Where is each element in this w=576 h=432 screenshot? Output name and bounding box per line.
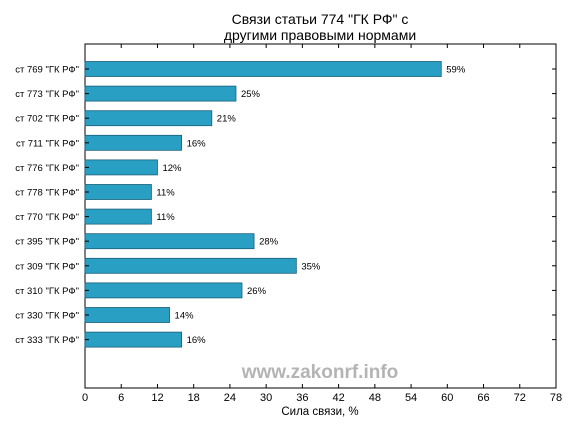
x-axis: 0 6 12 18 24 30 36 42 48 54 60 66 72 78	[82, 44, 562, 404]
category-label: ст 711 "ГК РФ"	[16, 138, 79, 149]
data-label: 14%	[175, 311, 195, 322]
data-label: 21%	[217, 114, 237, 125]
data-label: 26%	[247, 286, 267, 297]
x-tick-label: 24	[224, 392, 236, 404]
category-label: ст 702 "ГК РФ"	[15, 114, 79, 125]
category-label: ст 769 "ГК РФ"	[15, 65, 79, 76]
x-tick-label: 0	[82, 392, 88, 404]
data-label: 16%	[187, 138, 207, 149]
data-label: 59%	[446, 65, 466, 76]
x-tick-label: 12	[151, 392, 163, 404]
category-label: ст 395 "ГК РФ"	[15, 237, 79, 248]
data-label: 11%	[156, 188, 175, 199]
bar	[84, 307, 170, 323]
chart-title-line-1: Связи статьи 774 "ГК РФ" с	[232, 11, 409, 27]
category-label: ст 770 "ГК РФ"	[15, 212, 79, 223]
bar	[84, 257, 297, 274]
bar	[84, 110, 213, 127]
x-tick-label: 36	[296, 392, 308, 404]
data-label: 25%	[241, 89, 261, 100]
bar	[84, 208, 152, 225]
data-label: 11%	[156, 212, 175, 223]
data-label: 35%	[301, 261, 321, 272]
category-label: ст 310 "ГК РФ"	[15, 286, 79, 297]
bar	[84, 331, 183, 348]
x-axis-label: Сила связи, %	[281, 406, 358, 418]
x-tick-label: 78	[550, 392, 562, 404]
data-label: 12%	[162, 163, 182, 174]
x-tick-label: 48	[369, 392, 381, 404]
bar	[84, 233, 255, 250]
bar	[84, 184, 152, 200]
x-tick-label: 54	[405, 392, 417, 404]
bar	[84, 159, 158, 176]
category-label: ст 778 "ГК РФ"	[15, 188, 79, 199]
category-label: ст 330 "ГК РФ"	[15, 311, 79, 322]
x-tick-label: 66	[477, 392, 489, 404]
x-tick-label: 6	[118, 392, 124, 404]
category-label: ст 776 "ГК РФ"	[15, 163, 79, 174]
x-tick-label: 72	[514, 392, 526, 404]
x-tick-label: 42	[332, 392, 344, 404]
watermark: www.zakonrf.info	[241, 362, 399, 383]
category-label: ст 773 "ГК РФ"	[15, 89, 79, 100]
x-tick-label: 60	[441, 392, 453, 404]
bar	[84, 134, 183, 151]
data-label: 28%	[259, 237, 279, 248]
bar	[84, 85, 237, 102]
x-tick-label: 18	[188, 392, 200, 404]
category-label: ст 309 "ГК РФ"	[15, 261, 79, 272]
chart-title-line-2: другими правовыми нормами	[224, 27, 416, 43]
bars-group: ст 769 "ГК РФ" 59% ст 773 "ГК РФ" 25% ст 702…	[15, 61, 556, 348]
bar	[84, 61, 442, 77]
data-label: 16%	[187, 335, 207, 346]
category-label: ст 333 "ГК РФ"	[15, 335, 79, 346]
bar	[84, 282, 243, 299]
x-tick-label: 30	[260, 392, 272, 404]
